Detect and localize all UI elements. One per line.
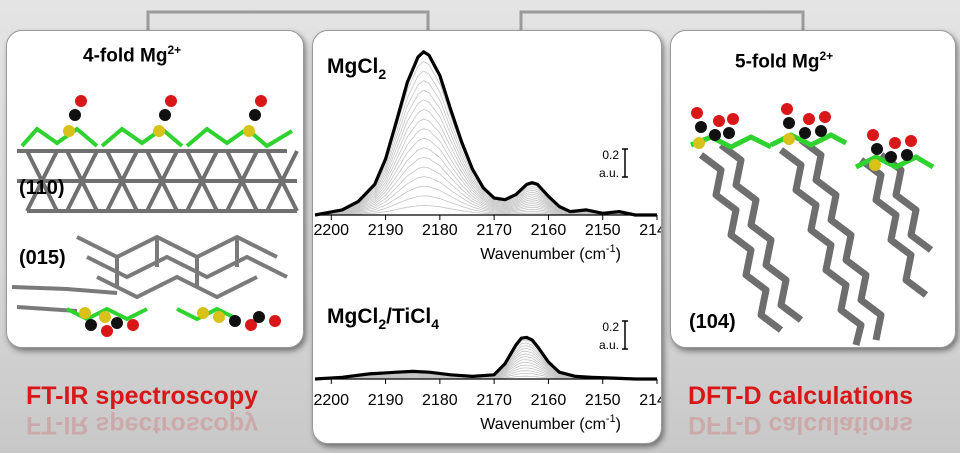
spectrum-0-tick-label-2140: 2140 (639, 222, 661, 239)
connector-left (146, 10, 430, 30)
spectrum-1-tick-label-2180: 2180 (422, 392, 458, 409)
spectrum-1-scale-bar-value: 0.2 (602, 320, 619, 334)
spectrum-1-tick-label-2200: 2200 (313, 392, 349, 409)
spectrum-1-sample-label: MgCl2/TiCl4 (327, 305, 439, 332)
dftd-caption: DFT-D calculations (688, 382, 914, 410)
left-panel-title: 4-fold Mg2+ (83, 43, 181, 67)
right-panel-title: 5-fold Mg2+ (735, 49, 833, 73)
bulk-stacks-104 (698, 137, 934, 346)
spectrum-0-sample-label: MgCl2 (327, 55, 386, 82)
surface-cl-layer (20, 126, 294, 149)
spectrum-0-tick-label-2170: 2170 (476, 222, 512, 239)
spectrum-1-tick-label-2170: 2170 (476, 392, 512, 409)
spectrum-1-scale-bar-unit: a.u. (599, 338, 619, 352)
spectrum-1-main-curve (314, 335, 657, 381)
co-adsorbates (63, 95, 267, 137)
surface-cl-015 (66, 306, 238, 322)
spectrum-0-tick-label-2160: 2160 (531, 222, 567, 239)
spectrum-1-tick-label-2160: 2160 (531, 392, 567, 409)
mgcl2-110-structure (17, 95, 299, 213)
spectrum-0-scale-bar-value: 0.2 (602, 148, 619, 162)
spectrum-0-scale-bar-unit: a.u. (599, 166, 619, 180)
right-title-text: 5-fold Mg (735, 51, 820, 73)
co-adsorbates-015 (79, 307, 281, 337)
spectrum-1-tick-label-2190: 2190 (368, 392, 404, 409)
spectrum-0-tick-label-2150: 2150 (585, 222, 621, 239)
left-title-sup: 2+ (167, 43, 182, 57)
mgcl2-015-structure (11, 234, 288, 337)
center-panel: 2200 2190 2180 2170 2160 2150 2140 Wavenumber (… (312, 30, 662, 444)
spectra-chart: 2200 2190 2180 2170 2160 2150 2140 Wavenumber (… (313, 50, 661, 433)
spectrum-0-tick-label-2180: 2180 (422, 222, 458, 239)
right-panel: 5-fold Mg2+ (104) (670, 30, 956, 348)
co-adsorbates-104 (691, 103, 917, 171)
dftd-caption-reflection: DFT-D calculations (688, 411, 914, 439)
spectrum-0-tick-label-2190: 2190 (368, 222, 404, 239)
spectrum-1-tick-label-2140: 2140 (639, 392, 661, 409)
mgcl2-104-structure (690, 103, 935, 346)
facet-104-label: (104) (689, 311, 736, 333)
right-title-sup: 2+ (819, 49, 834, 63)
facet-015-label: (015) (19, 247, 66, 269)
left-title-text: 4-fold Mg (83, 45, 168, 67)
bulk-lattice (17, 149, 299, 213)
facet-110-label: (110) (19, 177, 65, 199)
spectrum-0-main-curve (314, 50, 657, 217)
spectrum-0-xlabel: Wavenumber (cm-1) (480, 243, 621, 263)
spectrum-0-tick-label-2200: 2200 (313, 222, 349, 239)
ftir-caption-reflection: FT-IR spectroscopy (26, 411, 258, 439)
spectrum-1-tick-label-2150: 2150 (585, 392, 621, 409)
ftir-caption: FT-IR spectroscopy (26, 382, 258, 410)
left-panel: 4-fold Mg2+ (110) (6, 30, 304, 348)
spectrum-1-xlabel: Wavenumber (cm-1) (480, 413, 621, 433)
